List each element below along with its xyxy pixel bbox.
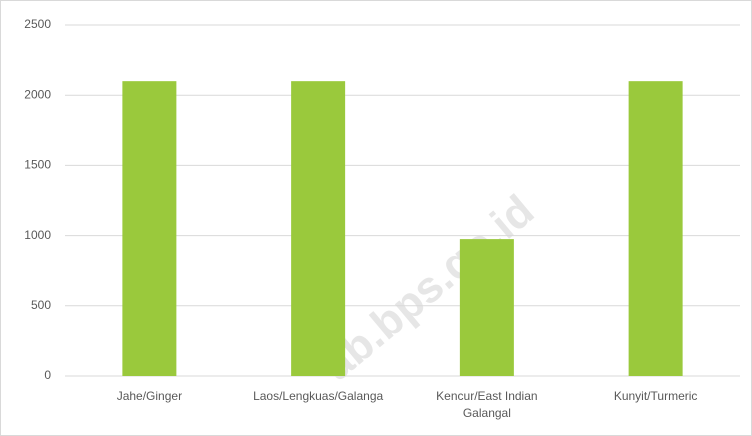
y-tick-label: 500 — [31, 298, 51, 312]
bar — [628, 81, 683, 376]
x-tick-label: Kencur/East Indian Galangal — [436, 389, 537, 420]
bar — [291, 81, 346, 376]
bar — [459, 239, 514, 376]
x-tick-label: Laos/Lengkuas/Galanga — [253, 389, 383, 403]
bar — [122, 81, 177, 376]
y-tick-label: 2500 — [24, 17, 51, 31]
y-tick-label: 0 — [44, 368, 51, 382]
x-tick-label: Jahe/Ginger — [117, 389, 182, 403]
y-tick-label: 2000 — [24, 87, 51, 101]
y-tick-label: 1500 — [24, 158, 51, 172]
y-tick-label: 1000 — [24, 228, 51, 242]
x-tick-label: Kunyit/Turmeric — [614, 389, 698, 403]
